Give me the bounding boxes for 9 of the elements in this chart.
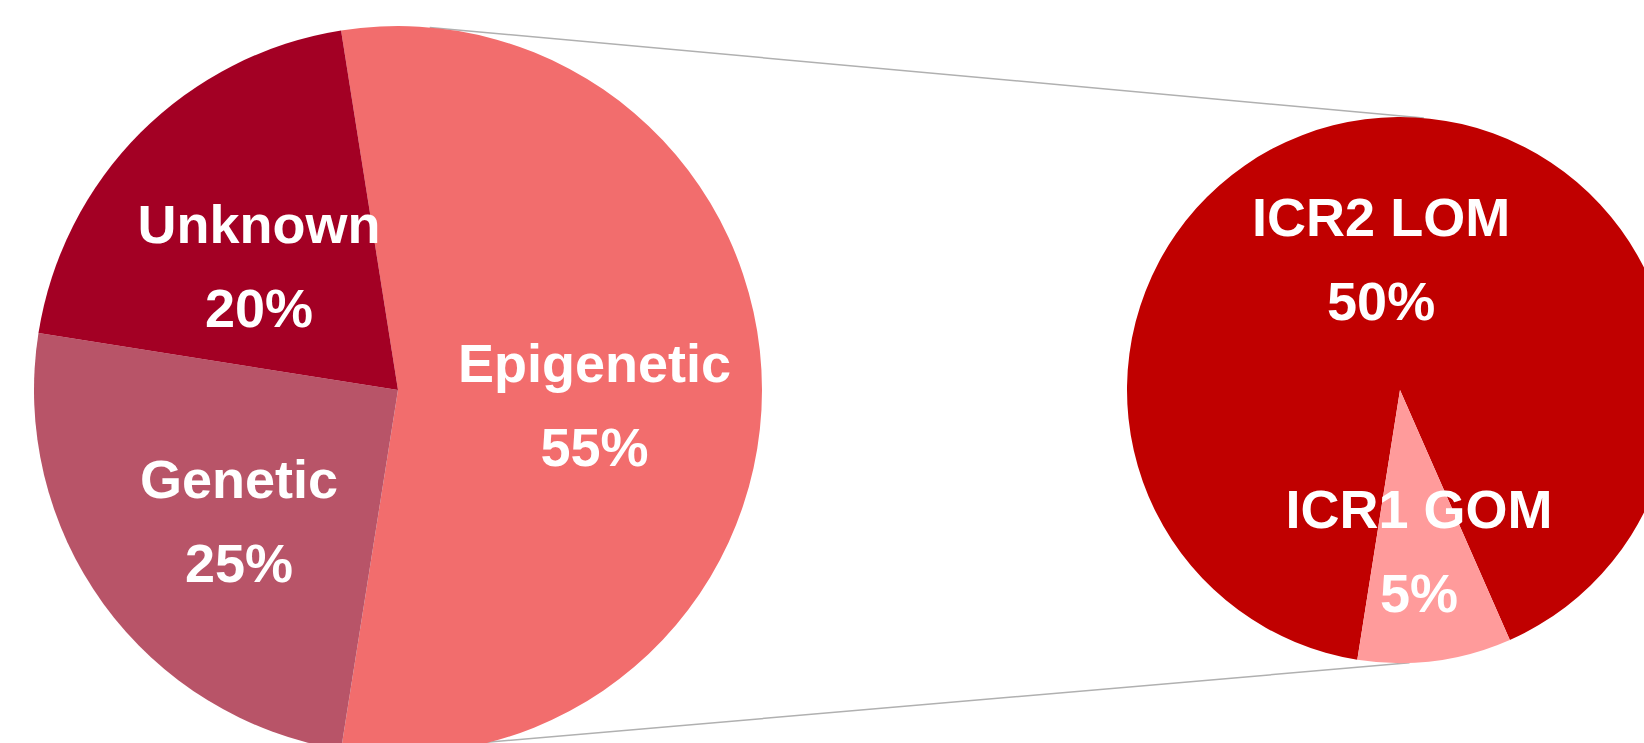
data-label: 55% xyxy=(540,417,649,477)
data-label: 20% xyxy=(204,278,314,339)
slice-label: Epigenetic xyxy=(458,333,732,393)
slice-label: Unknown xyxy=(137,194,381,255)
data-label: 50% xyxy=(1327,270,1436,331)
data-label: 25% xyxy=(184,532,294,593)
slice-label: ICR2 LOM xyxy=(1252,186,1511,247)
slice-label: Genetic xyxy=(139,448,339,509)
data-label: 5% xyxy=(1379,563,1458,624)
